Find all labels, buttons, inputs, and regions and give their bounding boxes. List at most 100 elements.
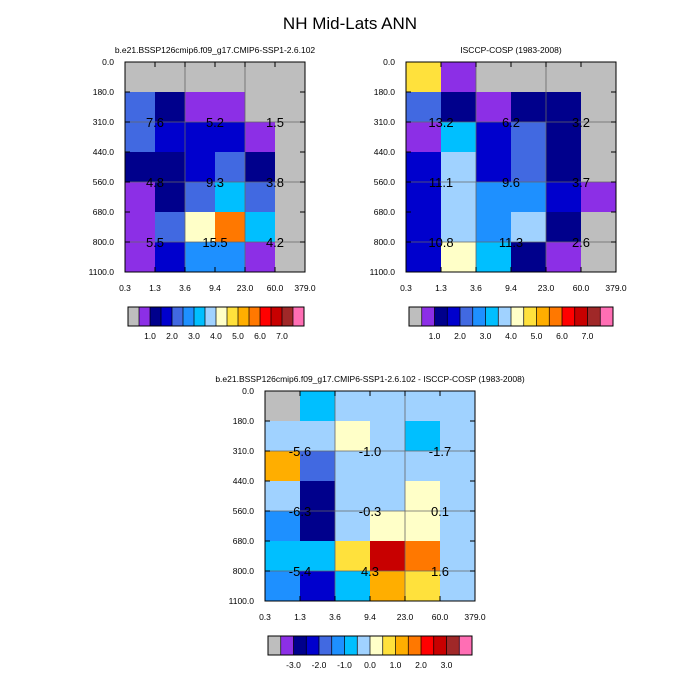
colorbar-swatch xyxy=(293,307,305,326)
x-tick-label: 60.0 xyxy=(432,612,449,622)
cell-annotation: 1.6 xyxy=(431,564,449,579)
colorbar-swatch xyxy=(331,636,345,655)
y-tick-label: 800.0 xyxy=(233,566,255,576)
cell-annotation: 3.7 xyxy=(572,175,590,190)
x-tick-label: 9.4 xyxy=(209,283,221,293)
colorbar-swatch xyxy=(370,636,384,655)
y-tick-label: 440.0 xyxy=(93,147,115,157)
y-tick-label: 1100.0 xyxy=(370,267,396,277)
heatmap-cell xyxy=(511,182,547,213)
cell-annotation: -0.3 xyxy=(359,504,381,519)
heatmap-cell xyxy=(581,92,617,123)
y-tick-label: 310.0 xyxy=(374,117,396,127)
cell-annotation: 4.2 xyxy=(266,235,284,250)
colorbar-swatch xyxy=(268,636,282,655)
y-tick-label: 560.0 xyxy=(374,177,396,187)
cell-annotation: 5.2 xyxy=(206,115,224,130)
heatmap-cell xyxy=(476,92,512,123)
heatmap-cell xyxy=(476,62,512,93)
heatmap-cell xyxy=(440,481,476,512)
figure-title: NH Mid-Lats ANN xyxy=(283,14,417,33)
cell-annotation: -5.6 xyxy=(289,444,311,459)
y-tick-label: 0.0 xyxy=(102,57,114,67)
heatmap-cell xyxy=(440,511,476,542)
cell-annotation: -1.7 xyxy=(429,444,451,459)
heatmap-cell xyxy=(265,421,301,452)
y-tick-label: 800.0 xyxy=(374,237,396,247)
heatmap-cell xyxy=(581,242,617,273)
heatmap-cell xyxy=(441,182,477,213)
cell-annotation: 2.6 xyxy=(572,235,590,250)
heatmap-cell xyxy=(440,571,476,602)
heatmap-cell xyxy=(440,541,476,572)
heatmap-cell xyxy=(245,62,276,93)
heatmap-cell xyxy=(546,92,582,123)
y-tick-label: 1100.0 xyxy=(229,596,255,606)
heatmap-cell xyxy=(335,571,371,602)
heatmap-cell xyxy=(300,511,336,542)
heatmap-cell xyxy=(245,152,276,183)
heatmap-cell xyxy=(546,152,582,183)
heatmap-cell xyxy=(440,421,476,452)
heatmap-cell xyxy=(405,541,441,572)
heatmap-cell xyxy=(441,92,477,123)
colorbar-swatch xyxy=(587,307,601,326)
heatmap-cell xyxy=(215,62,246,93)
heatmap-cell xyxy=(335,391,371,422)
x-tick-label: 9.4 xyxy=(505,283,517,293)
heatmap-cell xyxy=(546,62,582,93)
x-tick-label: 3.6 xyxy=(179,283,191,293)
colorbar-swatch xyxy=(395,636,409,655)
heatmap-cell xyxy=(441,122,477,153)
y-tick-label: 180.0 xyxy=(374,87,396,97)
heatmap-cell xyxy=(511,92,547,123)
heatmap-cell xyxy=(265,571,301,602)
heatmap-cell xyxy=(511,152,547,183)
x-tick-label: 379.0 xyxy=(294,283,316,293)
heatmap-cell xyxy=(335,421,371,452)
heatmap-cell xyxy=(215,242,246,273)
heatmap-cell xyxy=(405,571,441,602)
heatmap-cell xyxy=(440,391,476,422)
colorbar-label: 3.0 xyxy=(188,331,200,341)
colorbar-label: 5.0 xyxy=(232,331,244,341)
x-tick-label: 0.3 xyxy=(400,283,412,293)
colorbar-label: 1.0 xyxy=(390,660,402,670)
heatmap-cell xyxy=(581,212,617,243)
heatmap-cell xyxy=(511,62,547,93)
colorbar-frame xyxy=(408,306,614,327)
heatmap-cell xyxy=(265,451,301,482)
colorbar-swatch xyxy=(139,307,151,326)
heatmap-cell xyxy=(215,92,246,123)
heatmap-cell xyxy=(185,152,216,183)
heatmap-cell xyxy=(300,421,336,452)
heatmap-cell xyxy=(441,62,477,93)
colorbar-swatch xyxy=(498,307,512,326)
heatmap-cell xyxy=(370,571,406,602)
colorbar-swatch xyxy=(511,307,525,326)
heatmap-cell xyxy=(476,152,512,183)
heatmap-cell xyxy=(125,122,156,153)
y-tick-label: 310.0 xyxy=(233,446,255,456)
colorbar-swatch xyxy=(172,307,184,326)
heatmap-cell xyxy=(370,541,406,572)
cell-annotation: 15.5 xyxy=(202,235,227,250)
panel-title: ISCCP-COSP (1983-2008) xyxy=(460,45,562,55)
cell-annotation: 9.6 xyxy=(502,175,520,190)
heatmap-cell xyxy=(265,481,301,512)
colorbar-swatch xyxy=(408,636,422,655)
cell-annotation: 3.2 xyxy=(572,115,590,130)
heatmap-cell xyxy=(185,62,216,93)
heatmap-cell xyxy=(405,451,441,482)
y-tick-label: 180.0 xyxy=(93,87,115,97)
heatmap-cell xyxy=(125,242,156,273)
heatmap-cell xyxy=(215,152,246,183)
colorbar-swatch xyxy=(183,307,195,326)
colorbar-swatch xyxy=(161,307,173,326)
y-tick-label: 1100.0 xyxy=(89,267,115,277)
y-tick-label: 0.0 xyxy=(383,57,395,67)
heatmap-cell xyxy=(406,152,442,183)
x-tick-label: 3.6 xyxy=(329,612,341,622)
heatmap-cell xyxy=(275,92,306,123)
heatmap-cell xyxy=(511,212,547,243)
